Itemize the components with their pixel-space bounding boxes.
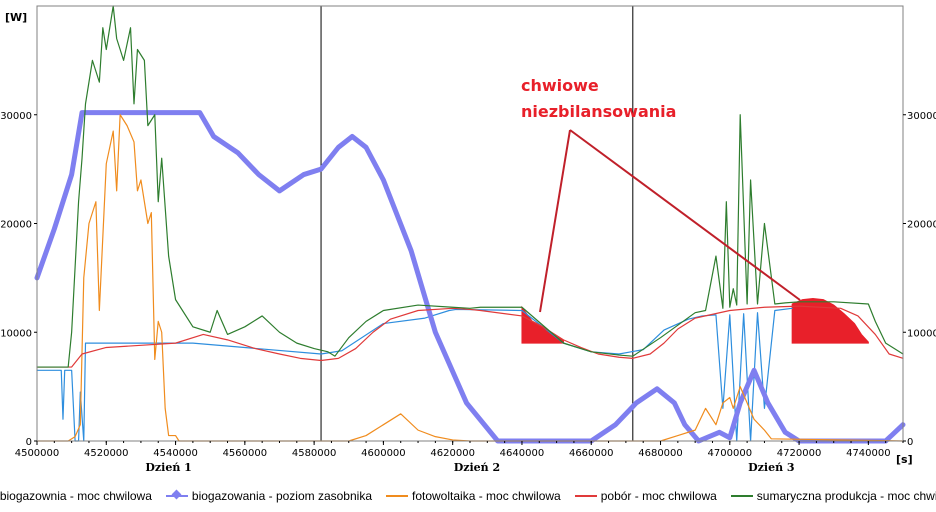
series-line-5 — [36, 5, 904, 368]
x-tick-label-9: 4680000 — [638, 448, 683, 459]
legend-label-5: sumaryczna produkcja - moc chwilowa — [756, 489, 936, 503]
y-tick-label-left-2: 20000 — [0, 220, 32, 231]
x-tick-label-2: 4540000 — [153, 448, 198, 459]
legend-label-2: biogazowania - poziom zasobnika — [191, 489, 372, 503]
x-tick-label-4: 4580000 — [292, 448, 337, 459]
y-tick-label-right-3: 30000 — [907, 111, 936, 122]
y-tick-label-left-3: 30000 — [0, 111, 32, 122]
legend-swatch-4 — [574, 495, 597, 497]
y-tick-label-right-1: 10000 — [907, 328, 936, 339]
legend-label-1: biogazownia - moc chwilowa — [0, 489, 152, 503]
day-label-1: Dzień 1 — [145, 461, 191, 474]
annotation-arrow-1 — [539, 129, 571, 313]
legend-item-1: biogazownia - moc chwilowa — [0, 489, 152, 503]
x-tick-label-12: 4740000 — [846, 448, 891, 459]
annotation-arrow-2 — [569, 129, 801, 301]
day-label-2: Dzień 2 — [454, 461, 500, 474]
legend: biogazownia - moc chwilowa biogazowania -… — [0, 480, 936, 512]
imbalance-region-2 — [791, 298, 869, 344]
chart-canvas: 4500000 4520000 4540000 4560000 4580000 46000… — [0, 0, 936, 480]
x-tick-label-5: 4600000 — [361, 448, 406, 459]
x-tick-label-1: 4520000 — [84, 448, 129, 459]
annotation-layer: chwiowe niezbilansowania — [521, 76, 801, 313]
legend-swatch-3 — [386, 495, 408, 497]
x-tick-label-7: 4640000 — [500, 448, 545, 459]
series-line-3 — [36, 114, 904, 442]
legend-swatch-2 — [165, 489, 188, 500]
legend-item-5: sumaryczna produkcja - moc chwilowa — [730, 489, 936, 503]
series-line-2 — [34, 110, 906, 444]
legend-marker-2 — [171, 489, 182, 500]
series-line-4 — [36, 305, 904, 368]
x-tick-label-0: 4500000 — [15, 448, 60, 459]
y-tick-label-left-0: 0 — [26, 437, 32, 448]
legend-label-3: fotowoltaika - moc chwilowa — [412, 489, 561, 503]
grid-layer — [320, 6, 634, 441]
x-tick-label-10: 4700000 — [708, 448, 753, 459]
tick-layer: 4500000 4520000 4540000 4560000 4580000 46000… — [0, 111, 936, 474]
annotation-text-line-1: chwiowe — [521, 76, 599, 95]
legend-swatch-5 — [730, 495, 753, 497]
x-tick-label-6: 4620000 — [430, 448, 475, 459]
y-tick-label-left-1: 10000 — [0, 328, 32, 339]
x-tick-label-3: 4560000 — [223, 448, 268, 459]
legend-item-4: pobór - moc chwilowa — [574, 489, 717, 503]
y-tick-label-right-2: 20000 — [907, 220, 936, 231]
x-tick-label-11: 4720000 — [777, 448, 822, 459]
y-tick-label-right-0: 0 — [907, 437, 913, 448]
chart-background — [0, 0, 936, 480]
legend-item-3: fotowoltaika - moc chwilowa — [386, 489, 561, 503]
day-label-3: Dzień 3 — [748, 461, 794, 474]
legend-label-4: pobór - moc chwilowa — [600, 489, 717, 503]
annotation-text-line-2: niezbilansowania — [521, 102, 676, 121]
x-tick-label-8: 4660000 — [569, 448, 614, 459]
y-axis-label: [W] — [5, 11, 27, 24]
x-axis-label: [s] — [896, 453, 913, 466]
legend-item-2: biogazowania - poziom zasobnika — [165, 489, 372, 503]
